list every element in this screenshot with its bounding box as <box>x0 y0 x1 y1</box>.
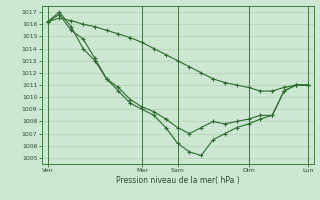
X-axis label: Pression niveau de la mer( hPa ): Pression niveau de la mer( hPa ) <box>116 176 239 185</box>
